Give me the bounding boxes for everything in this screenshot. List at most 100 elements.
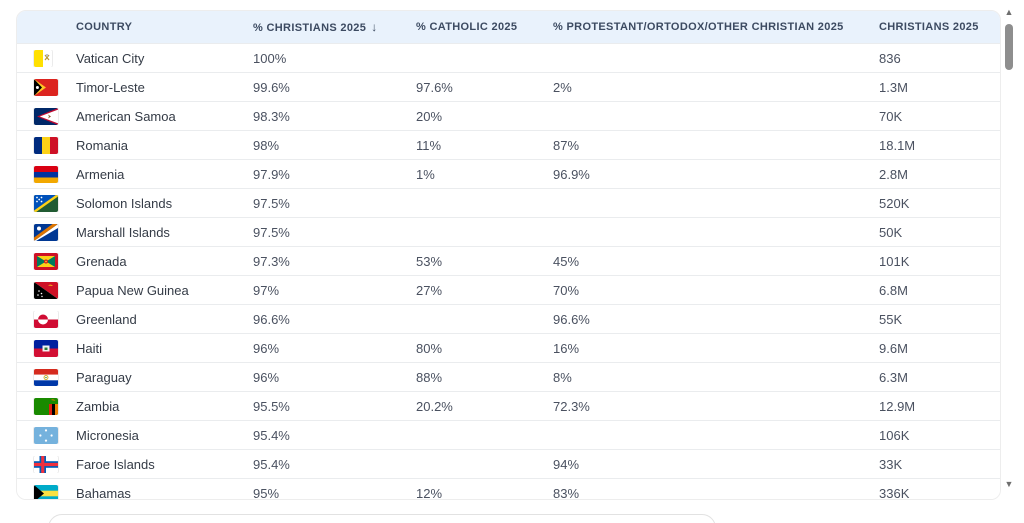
pct-protestant-value: 94% [553, 456, 580, 472]
christians-total-value: 12.9M [879, 398, 916, 414]
pct-catholic-value: 97.6% [416, 79, 453, 95]
christians-total-value: 2.8M [879, 166, 908, 182]
table-row[interactable]: American Samoa 98.3% 20% 70K [17, 101, 1000, 130]
pct-catholic-value: 12% [416, 485, 443, 500]
country-name: Vatican City [76, 50, 145, 66]
pct-christians-value: 97% [253, 282, 280, 298]
christians-total-value: 106K [879, 427, 910, 443]
country-name: Zambia [76, 398, 120, 414]
table-row[interactable]: Paraguay 96% 88% 8% 6.3M [17, 362, 1000, 391]
column-header-country[interactable]: COUNTRY [76, 21, 133, 33]
table-row[interactable]: Timor-Leste 99.6% 97.6% 2% 1.3M [17, 72, 1000, 101]
pct-catholic-value: 80% [416, 340, 443, 356]
country-name: American Samoa [76, 108, 176, 124]
christians-total-value: 6.8M [879, 282, 908, 298]
christians-total-value: 1.3M [879, 79, 908, 95]
pct-catholic-value: 88% [416, 369, 443, 385]
column-header-pct-christians[interactable]: % CHRISTIANS 2025 ↓ [253, 20, 378, 34]
american-samoa-flag-icon [34, 107, 58, 125]
pct-christians-value: 96% [253, 369, 280, 385]
country-name: Bahamas [76, 485, 131, 500]
country-name: Faroe Islands [76, 456, 155, 472]
pct-christians-value: 98% [253, 137, 280, 153]
christians-total-value: 836 [879, 50, 901, 66]
pct-protestant-value: 96.9% [553, 166, 590, 182]
country-name: Greenland [76, 311, 137, 327]
solomon-islands-flag-icon [34, 194, 58, 212]
marshall-islands-flag-icon [34, 223, 58, 241]
scrollbar-thumb[interactable] [1005, 24, 1013, 70]
sort-desc-icon[interactable]: ↓ [371, 20, 378, 34]
christians-total-value: 50K [879, 224, 903, 240]
armenia-flag-icon [34, 165, 58, 183]
country-name: Marshall Islands [76, 224, 170, 240]
countries-table: COUNTRY % CHRISTIANS 2025 ↓ % CATHOLIC 20… [16, 10, 1001, 500]
pct-christians-value: 100% [253, 50, 287, 66]
pct-christians-value: 95.4% [253, 427, 290, 443]
timor-leste-flag-icon [34, 78, 58, 96]
country-name: Papua New Guinea [76, 282, 189, 298]
paraguay-flag-icon [34, 368, 58, 386]
zambia-flag-icon [34, 397, 58, 415]
country-name: Micronesia [76, 427, 139, 443]
table-row[interactable]: Bahamas 95% 12% 83% 336K [17, 478, 1000, 500]
scroll-down-icon[interactable]: ▼ [1004, 479, 1014, 489]
faroe-islands-flag-icon [34, 455, 58, 473]
pct-christians-value: 95.5% [253, 398, 290, 414]
country-name: Romania [76, 137, 129, 153]
pct-christians-value: 97.5% [253, 224, 290, 240]
pct-christians-value: 98.3% [253, 108, 290, 124]
table-row[interactable]: Micronesia 95.4% 106K [17, 420, 1000, 449]
vertical-scrollbar[interactable]: ▲ ▼ [1001, 2, 1017, 496]
pct-protestant-value: 96.6% [553, 311, 590, 327]
christians-total-value: 18.1M [879, 137, 916, 153]
pct-christians-value: 95.4% [253, 456, 290, 472]
table-row[interactable]: Romania 98% 11% 87% 18.1M [17, 130, 1000, 159]
table-row[interactable]: Solomon Islands 97.5% 520K [17, 188, 1000, 217]
vatican-city-flag-icon [34, 49, 52, 67]
table-row[interactable]: Vatican City 100% 836 [17, 43, 1000, 72]
pct-protestant-value: 70% [553, 282, 580, 298]
pct-protestant-value: 87% [553, 137, 580, 153]
country-name: Solomon Islands [76, 195, 173, 211]
christians-total-value: 9.6M [879, 340, 908, 356]
christians-total-value: 336K [879, 485, 910, 500]
table-row[interactable]: Zambia 95.5% 20.2% 72.3% 12.9M [17, 391, 1000, 420]
pct-protestant-value: 72.3% [553, 398, 590, 414]
pct-christians-value: 97.3% [253, 253, 290, 269]
column-header-christians[interactable]: CHRISTIANS 2025 [879, 21, 979, 33]
pct-catholic-value: 20% [416, 108, 443, 124]
table-row[interactable]: Armenia 97.9% 1% 96.9% 2.8M [17, 159, 1000, 188]
pct-catholic-value: 1% [416, 166, 435, 182]
pct-christians-value: 96.6% [253, 311, 290, 327]
micronesia-flag-icon [34, 426, 58, 444]
table-header-row: COUNTRY % CHRISTIANS 2025 ↓ % CATHOLIC 20… [17, 11, 1000, 43]
pct-catholic-value: 53% [416, 253, 443, 269]
pct-christians-value: 97.9% [253, 166, 290, 182]
christians-total-value: 33K [879, 456, 903, 472]
table-row[interactable]: Faroe Islands 95.4% 94% 33K [17, 449, 1000, 478]
table-row[interactable]: Greenland 96.6% 96.6% 55K [17, 304, 1000, 333]
romania-flag-icon [34, 136, 58, 154]
pct-protestant-value: 83% [553, 485, 580, 500]
column-header-pct-protestant[interactable]: % PROTESTANT/ORTODOX/OTHER CHRISTIAN 202… [553, 21, 844, 33]
table-row[interactable]: Marshall Islands 97.5% 50K [17, 217, 1000, 246]
pct-christians-value: 97.5% [253, 195, 290, 211]
pct-protestant-value: 2% [553, 79, 572, 95]
pct-catholic-value: 11% [416, 137, 442, 153]
country-name: Timor-Leste [76, 79, 145, 95]
christians-total-value: 70K [879, 108, 903, 124]
table-row[interactable]: Grenada 97.3% 53% 45% 101K [17, 246, 1000, 275]
column-header-pct-catholic[interactable]: % CATHOLIC 2025 [416, 21, 518, 33]
table-row[interactable]: Haiti 96% 80% 16% 9.6M [17, 333, 1000, 362]
pct-protestant-value: 45% [553, 253, 580, 269]
table-row[interactable]: Papua New Guinea 97% 27% 70% 6.8M [17, 275, 1000, 304]
table-body: Vatican City 100% 836 Timor-Leste 99.6% … [17, 43, 1000, 500]
scroll-up-icon[interactable]: ▲ [1004, 7, 1014, 17]
country-name: Paraguay [76, 369, 132, 385]
bahamas-flag-icon [34, 484, 58, 499]
greenland-flag-icon [34, 310, 58, 328]
pct-christians-value: 95% [253, 485, 280, 500]
partially-visible-bottom-panel[interactable] [48, 514, 716, 523]
